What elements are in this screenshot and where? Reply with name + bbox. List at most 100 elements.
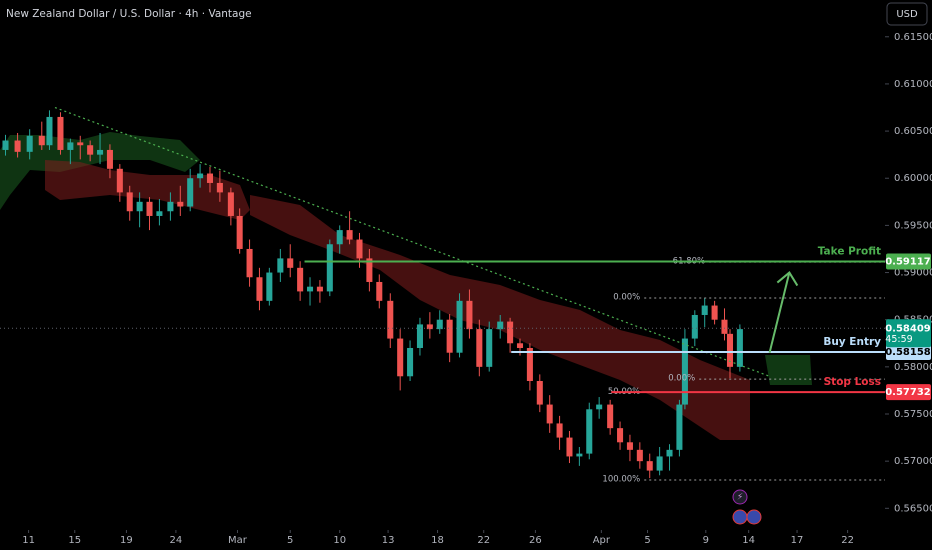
candle-body: [187, 178, 194, 207]
candle-body: [126, 192, 133, 212]
candle-body: [701, 305, 708, 315]
level-label: Buy Entry: [823, 336, 881, 348]
x-tick-label: 15: [68, 535, 81, 546]
candle-body: [397, 338, 404, 377]
candle-body: [336, 230, 343, 245]
x-tick-label: 11: [22, 535, 35, 546]
candle-body: [486, 329, 493, 367]
y-tick-label: 0.56500: [894, 503, 932, 514]
candle-body: [636, 449, 643, 462]
candle-body: [87, 145, 94, 155]
candle-body: [227, 192, 234, 216]
fib-label: 100.00%: [602, 475, 640, 485]
x-tick-label: 14: [742, 535, 755, 546]
candle-body: [387, 300, 394, 339]
x-tick-label: 22: [841, 535, 854, 546]
candle-body: [566, 437, 573, 457]
cloud: [765, 355, 812, 385]
candle-body: [346, 230, 353, 240]
x-tick-label: Apr: [593, 535, 611, 546]
price-tag-label: 0.57732: [885, 387, 931, 398]
candle-body: [497, 321, 504, 330]
event-icon[interactable]: [746, 509, 762, 525]
candle-body: [556, 423, 563, 438]
candle-body: [297, 267, 304, 292]
candle-body: [676, 404, 683, 450]
level-label: Stop Loss: [824, 376, 881, 388]
x-tick-label: 10: [333, 535, 346, 546]
candle-body: [2, 140, 9, 150]
candle-body: [97, 149, 104, 155]
x-tick-label: 24: [170, 535, 183, 546]
candle-body: [536, 380, 543, 405]
price-tag-label: 0.58158: [885, 347, 931, 358]
y-tick-label: 0.57500: [894, 409, 932, 420]
candle-body: [246, 248, 253, 278]
y-tick-label: 0.61000: [894, 79, 932, 90]
candle-body: [77, 142, 84, 146]
candle-body: [726, 333, 734, 367]
candle-body: [607, 404, 614, 429]
arrow: [768, 272, 791, 353]
y-tick-label: 0.58000: [894, 362, 932, 373]
candle-body: [38, 135, 45, 146]
candle-body: [287, 258, 294, 268]
candle-body: [26, 135, 33, 152]
candle-body: [46, 116, 53, 146]
candle-body: [596, 404, 603, 410]
y-tick-label: 0.57000: [894, 456, 932, 467]
trendline: [54, 106, 770, 377]
x-tick-label: 9: [703, 535, 709, 546]
candle-body: [476, 329, 483, 367]
candle-body: [446, 319, 453, 353]
event-icon[interactable]: [732, 489, 748, 505]
candle-body: [146, 201, 153, 216]
currency-label[interactable]: USD: [896, 9, 918, 20]
x-tick-label: 26: [529, 535, 542, 546]
candle-body: [586, 409, 593, 454]
candle-body: [216, 182, 223, 193]
x-tick-label: 22: [477, 535, 490, 546]
y-tick-label: 0.59000: [894, 268, 932, 279]
y-tick-label: 0.60000: [894, 173, 932, 184]
x-tick-label: 5: [644, 535, 650, 546]
candle-body: [57, 116, 64, 150]
candle-body: [507, 321, 514, 344]
candle-body: [711, 305, 718, 320]
event-icon[interactable]: [732, 509, 748, 525]
candle-body: [256, 277, 263, 301]
price-tag: [886, 343, 931, 360]
arrow-head: [776, 271, 799, 287]
candle-body: [14, 140, 21, 152]
candle-body: [526, 347, 533, 381]
candle-body: [376, 281, 383, 301]
candle-body: [516, 343, 524, 348]
fib-label: 0.00%: [613, 293, 640, 303]
currency-button[interactable]: [886, 2, 928, 26]
candle-body: [681, 338, 688, 405]
y-tick-label: 0.59500: [894, 220, 932, 231]
candle-body: [656, 456, 663, 471]
candle-body: [266, 272, 273, 301]
candle-body: [197, 173, 204, 179]
candle-body: [106, 149, 113, 169]
candle-body: [116, 168, 123, 193]
candle-body: [307, 286, 314, 292]
candle-body: [626, 442, 633, 450]
y-tick-label: 0.61500: [894, 32, 932, 43]
price-tag-label: 0.59117: [885, 257, 931, 268]
candle-body: [326, 244, 333, 292]
x-tick-label: Mar: [228, 535, 248, 546]
candle-body: [177, 201, 184, 207]
x-tick-label: 19: [120, 535, 133, 546]
candle-body: [416, 324, 423, 348]
candle-body: [206, 173, 214, 183]
candle-body: [407, 347, 414, 377]
candle-body: [546, 404, 553, 424]
candle-body: [277, 258, 284, 273]
candle-body: [666, 449, 673, 457]
current-price-label: 0.58409: [885, 323, 931, 334]
x-tick-label: 5: [287, 535, 293, 546]
candle-body: [426, 324, 433, 330]
